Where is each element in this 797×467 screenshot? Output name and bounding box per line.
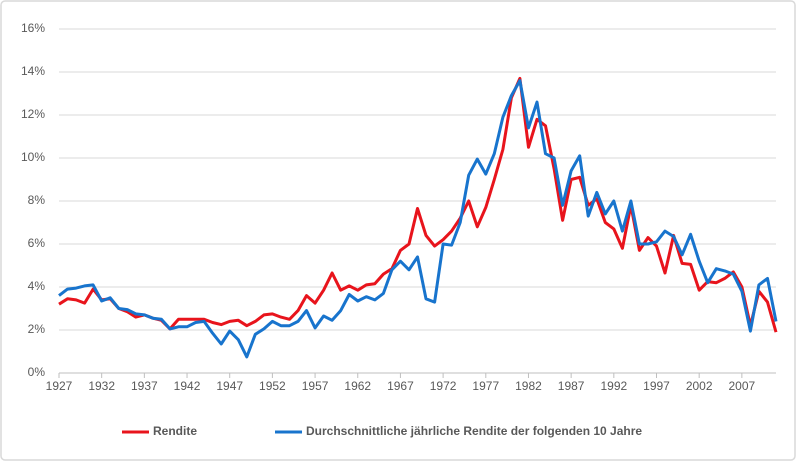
- x-tick-label: 1992: [600, 379, 627, 393]
- x-tick-label: 1982: [515, 379, 542, 393]
- y-tick-label: 16%: [21, 21, 45, 35]
- x-tick-label: 1927: [46, 379, 73, 393]
- x-tick-label: 1957: [302, 379, 329, 393]
- x-tick-label: 2007: [729, 379, 756, 393]
- x-tick-label: 1942: [174, 379, 201, 393]
- x-tick-label: 1947: [216, 379, 243, 393]
- y-tick-label: 4%: [28, 279, 46, 293]
- x-tick-label: 1937: [131, 379, 158, 393]
- x-tick-label: 1962: [344, 379, 371, 393]
- y-tick-label: 14%: [21, 64, 45, 78]
- y-tick-label: 12%: [21, 107, 45, 121]
- series-line: [58, 79, 778, 359]
- x-tick-label: 1987: [558, 379, 585, 393]
- y-tick-label: 0%: [28, 365, 46, 379]
- x-tick-label: 1932: [88, 379, 115, 393]
- x-tick-label: 2002: [686, 379, 713, 393]
- series-line: [58, 76, 778, 333]
- y-tick-label: 8%: [28, 193, 46, 207]
- legend-label: Rendite: [153, 424, 197, 438]
- x-tick-label: 1972: [430, 379, 457, 393]
- y-tick-label: 2%: [28, 322, 46, 336]
- x-tick-label: 1977: [472, 379, 499, 393]
- legend-label: Durchschnittliche jährliche Rendite der …: [306, 424, 642, 438]
- x-tick-label: 1997: [643, 379, 670, 393]
- x-tick-label: 1952: [259, 379, 286, 393]
- x-tick-label: 1967: [387, 379, 414, 393]
- y-tick-label: 10%: [21, 150, 45, 164]
- y-tick-label: 6%: [28, 236, 46, 250]
